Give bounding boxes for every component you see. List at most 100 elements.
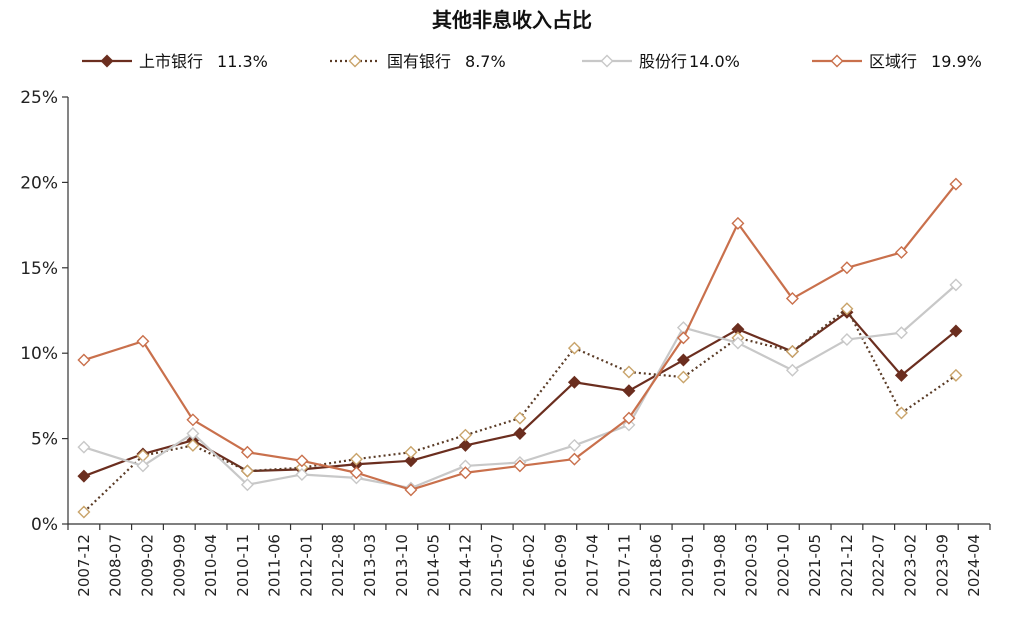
data-point [731,336,745,350]
x-tick-label: 2017-04 [584,534,602,597]
legend-item: 股份行 14.0% [582,52,740,71]
x-tick-label: 2017-11 [615,534,633,597]
data-point [567,438,581,452]
legend-label: 股份行 [639,52,687,71]
y-tick-label: 25% [20,88,58,108]
data-point [458,438,472,452]
data-point [348,54,362,68]
x-tick-label: 2014-12 [456,534,474,597]
data-point [840,261,854,275]
data-point [458,428,472,442]
data-point [77,469,91,483]
series-layer [77,177,963,519]
data-point [77,353,91,367]
data-point [949,368,963,382]
data-point [676,370,690,384]
legend-value: 19.9% [931,52,982,71]
data-point [240,478,254,492]
x-tick-label: 2019-01 [679,534,697,597]
data-point [100,54,114,68]
data-point [77,505,91,519]
data-point [186,413,200,427]
data-point [785,292,799,306]
data-point [785,345,799,358]
data-point [622,418,636,432]
data-point [622,411,636,425]
x-tick-label: 2021-12 [838,534,856,597]
legend-label: 上市银行 [139,52,203,71]
y-tick-label: 15% [20,259,58,279]
x-tick-label: 2014-05 [425,534,443,597]
series-2 [77,302,963,519]
data-point [136,334,150,348]
x-tick-label: 2018-06 [647,534,665,597]
x-tick-label: 2013-10 [393,534,411,597]
data-point [567,452,581,466]
data-point [894,326,908,340]
data-point [349,452,363,466]
y-tick-label: 10% [20,344,58,364]
y-tick-label: 5% [31,430,58,450]
data-point [676,331,690,345]
data-point [513,459,527,473]
data-point [622,365,636,379]
x-tick-label: 2021-05 [806,534,824,597]
legend-item: 国有银行 8.7% [330,52,506,71]
data-point [404,454,418,468]
data-point [894,368,908,382]
legend-item: 上市银行 11.3% [82,52,268,71]
data-point [785,363,799,377]
x-tick-label: 2009-09 [170,534,188,597]
data-point [622,384,636,398]
data-point [295,454,309,468]
x-tick-label: 2008-07 [107,534,125,597]
data-point [894,406,908,420]
x-tick-label: 2015-07 [488,534,506,597]
series-1 [77,305,963,483]
x-tick-label: 2013-03 [361,534,379,597]
data-point [240,445,254,459]
data-point [949,324,963,338]
legend-value: 11.3% [217,52,268,71]
y-axis: 0% 5% 10% 15% 20% 25% [20,88,69,535]
series-line [83,183,957,491]
data-point [949,278,963,292]
x-tick-label: 2010-11 [234,534,252,597]
x-tick-label: 2011-06 [266,534,284,597]
x-tick-label: 2012-01 [297,534,315,597]
data-point [458,466,472,480]
legend-value: 14.0% [689,52,740,71]
x-tick-label: 2019-08 [711,534,729,597]
legend-value: 8.7% [465,52,506,71]
legend-label: 区域行 [869,52,917,71]
data-point [513,411,527,425]
legend: 上市银行 11.3% 国有银行 8.7% 股份行 14.0% 区域行 19.9% [82,52,982,71]
x-tick-label: 2024-04 [965,534,983,597]
series-line [83,311,957,478]
data-point [949,177,963,191]
x-tick-label: 2023-02 [902,534,920,597]
data-point [136,459,150,473]
data-point [840,302,854,316]
data-point [731,216,745,230]
data-point [349,466,363,480]
data-point [840,333,854,347]
data-point [404,483,418,497]
y-tick-label: 0% [31,515,58,535]
data-point [186,438,200,452]
data-point [676,353,690,367]
data-point [404,445,418,459]
data-point [240,464,254,478]
x-tick-label: 2023-09 [933,534,951,597]
legend-item: 区域行 19.9% [812,52,982,71]
x-tick-label: 2020-03 [743,534,761,597]
series-line [83,307,957,513]
x-axis: 2007-12 2008-07 2009-02 2009-09 2010-04 2010-… [67,523,991,597]
data-point [295,467,309,481]
chart-title: 其他非息收入占比 [432,8,592,32]
data-point [77,440,91,454]
data-point [830,54,844,68]
data-point [600,54,614,68]
data-point [894,245,908,259]
